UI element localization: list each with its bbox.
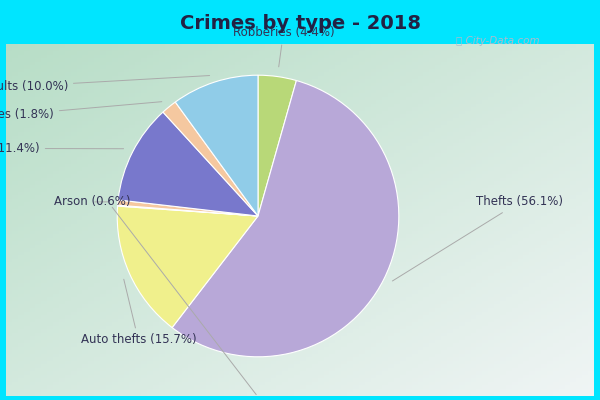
Wedge shape — [175, 75, 258, 216]
Text: Crimes by type - 2018: Crimes by type - 2018 — [179, 14, 421, 33]
Text: Thefts (56.1%): Thefts (56.1%) — [392, 196, 563, 281]
Text: Murders (0.1%): Murders (0.1%) — [112, 207, 311, 400]
Wedge shape — [118, 112, 258, 216]
Text: ⓘ City-Data.com: ⓘ City-Data.com — [456, 36, 539, 46]
Wedge shape — [117, 206, 258, 328]
Wedge shape — [118, 205, 258, 216]
Wedge shape — [258, 75, 296, 216]
Text: Burglaries (11.4%): Burglaries (11.4%) — [0, 142, 124, 155]
Wedge shape — [118, 200, 258, 216]
Text: Robberies (4.4%): Robberies (4.4%) — [233, 26, 334, 67]
Text: Auto thefts (15.7%): Auto thefts (15.7%) — [80, 279, 196, 346]
Text: Assaults (10.0%): Assaults (10.0%) — [0, 76, 209, 93]
Wedge shape — [172, 80, 399, 357]
Text: Arson (0.6%): Arson (0.6%) — [54, 196, 130, 208]
Text: Rapes (1.8%): Rapes (1.8%) — [0, 102, 162, 121]
Wedge shape — [163, 102, 258, 216]
